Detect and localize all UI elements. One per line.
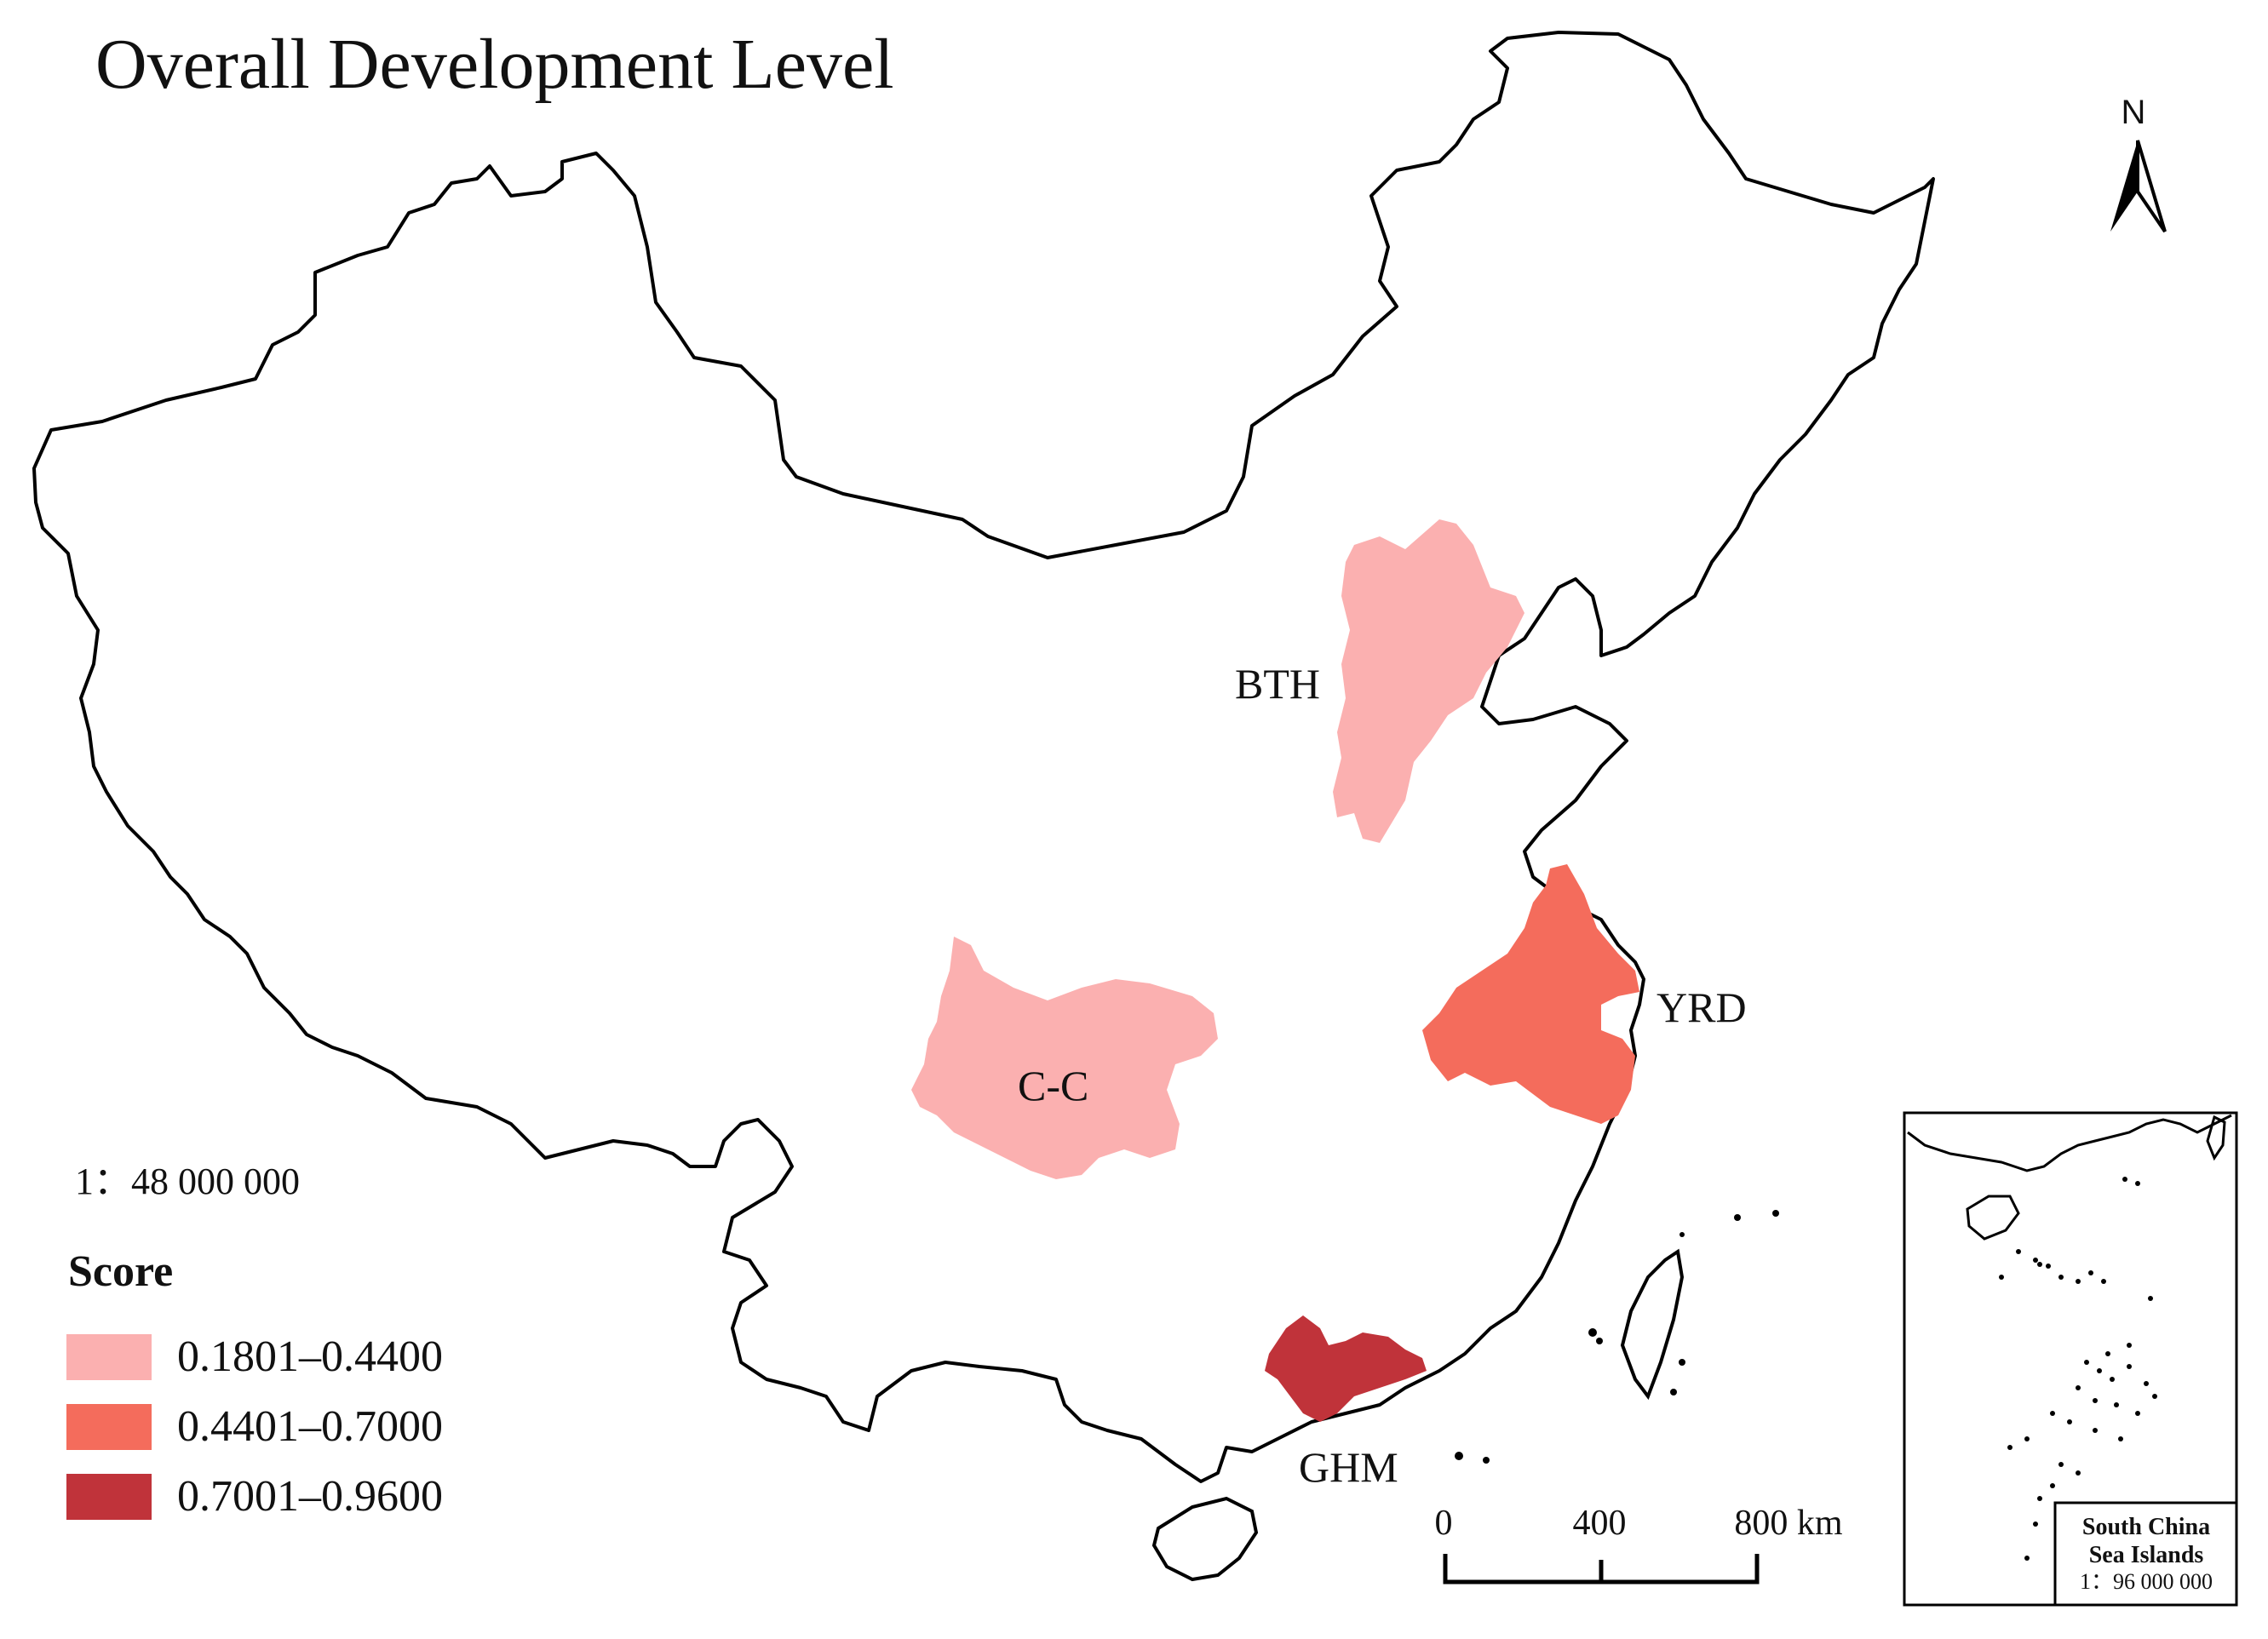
coastal-islands [1455, 1210, 1779, 1464]
hainan-island [1151, 1496, 1259, 1582]
north-arrow-right-half [2136, 140, 2167, 233]
inset-caption-scale: 1：96 000 000 [2080, 1569, 2213, 1594]
north-arrow-left-half [2110, 140, 2138, 232]
legend-title: Score [68, 1247, 174, 1296]
map-scale-ratio: 1：48 000 000 [75, 1160, 300, 1202]
scale-tick-0: 0 [1435, 1504, 1453, 1543]
region-label-yrd: YRD [1657, 983, 1747, 1031]
scale-tick-400: 400 [1573, 1504, 1627, 1543]
taiwan-island [1620, 1248, 1685, 1401]
inset-map: South China Sea Islands 1：96 000 000 [1903, 1111, 2238, 1607]
inset-caption-line1: South China [2082, 1514, 2210, 1540]
inset-caption-box [2053, 1501, 2238, 1607]
inset-coastline [1907, 1114, 2232, 1172]
legend-swatch [66, 1334, 152, 1380]
china-outline [32, 31, 1935, 1483]
legend-label: 0.4401–0.7000 [177, 1402, 443, 1451]
region-label-cc: C-C [1018, 1062, 1088, 1109]
scale-bar-line [1443, 1554, 1760, 1585]
region-label-bth: BTH [1235, 660, 1320, 708]
legend-swatch [66, 1404, 152, 1450]
region-shape-cc[interactable] [911, 937, 1218, 1179]
inset-caption-line2: Sea Islands [2089, 1542, 2204, 1568]
map-title: Overall Development Level [95, 25, 894, 104]
scale-bar: 0 400 800 km [1435, 1504, 1843, 1585]
scale-tick-800: 800 km [1734, 1504, 1843, 1543]
legend-label: 0.1801–0.4400 [177, 1332, 443, 1381]
region-shape-ghm[interactable] [1265, 1315, 1427, 1422]
legend-item: 0.7001–0.9600 [66, 1473, 443, 1521]
region-shape-bth[interactable] [1333, 519, 1524, 843]
legend-label: 0.7001–0.9600 [177, 1472, 443, 1521]
north-label: N [2122, 94, 2146, 131]
region-shape-yrd[interactable] [1422, 864, 1639, 1124]
inset-islands [1999, 1177, 2157, 1561]
legend-item: 0.1801–0.4400 [66, 1333, 443, 1381]
north-arrow: N [2110, 94, 2167, 233]
inset-hainan [1966, 1195, 2020, 1241]
inset-taiwan [2206, 1115, 2226, 1161]
legend-item: 0.4401–0.7000 [66, 1403, 443, 1451]
legend-swatch [66, 1474, 152, 1520]
region-label-ghm: GHM [1299, 1443, 1398, 1491]
